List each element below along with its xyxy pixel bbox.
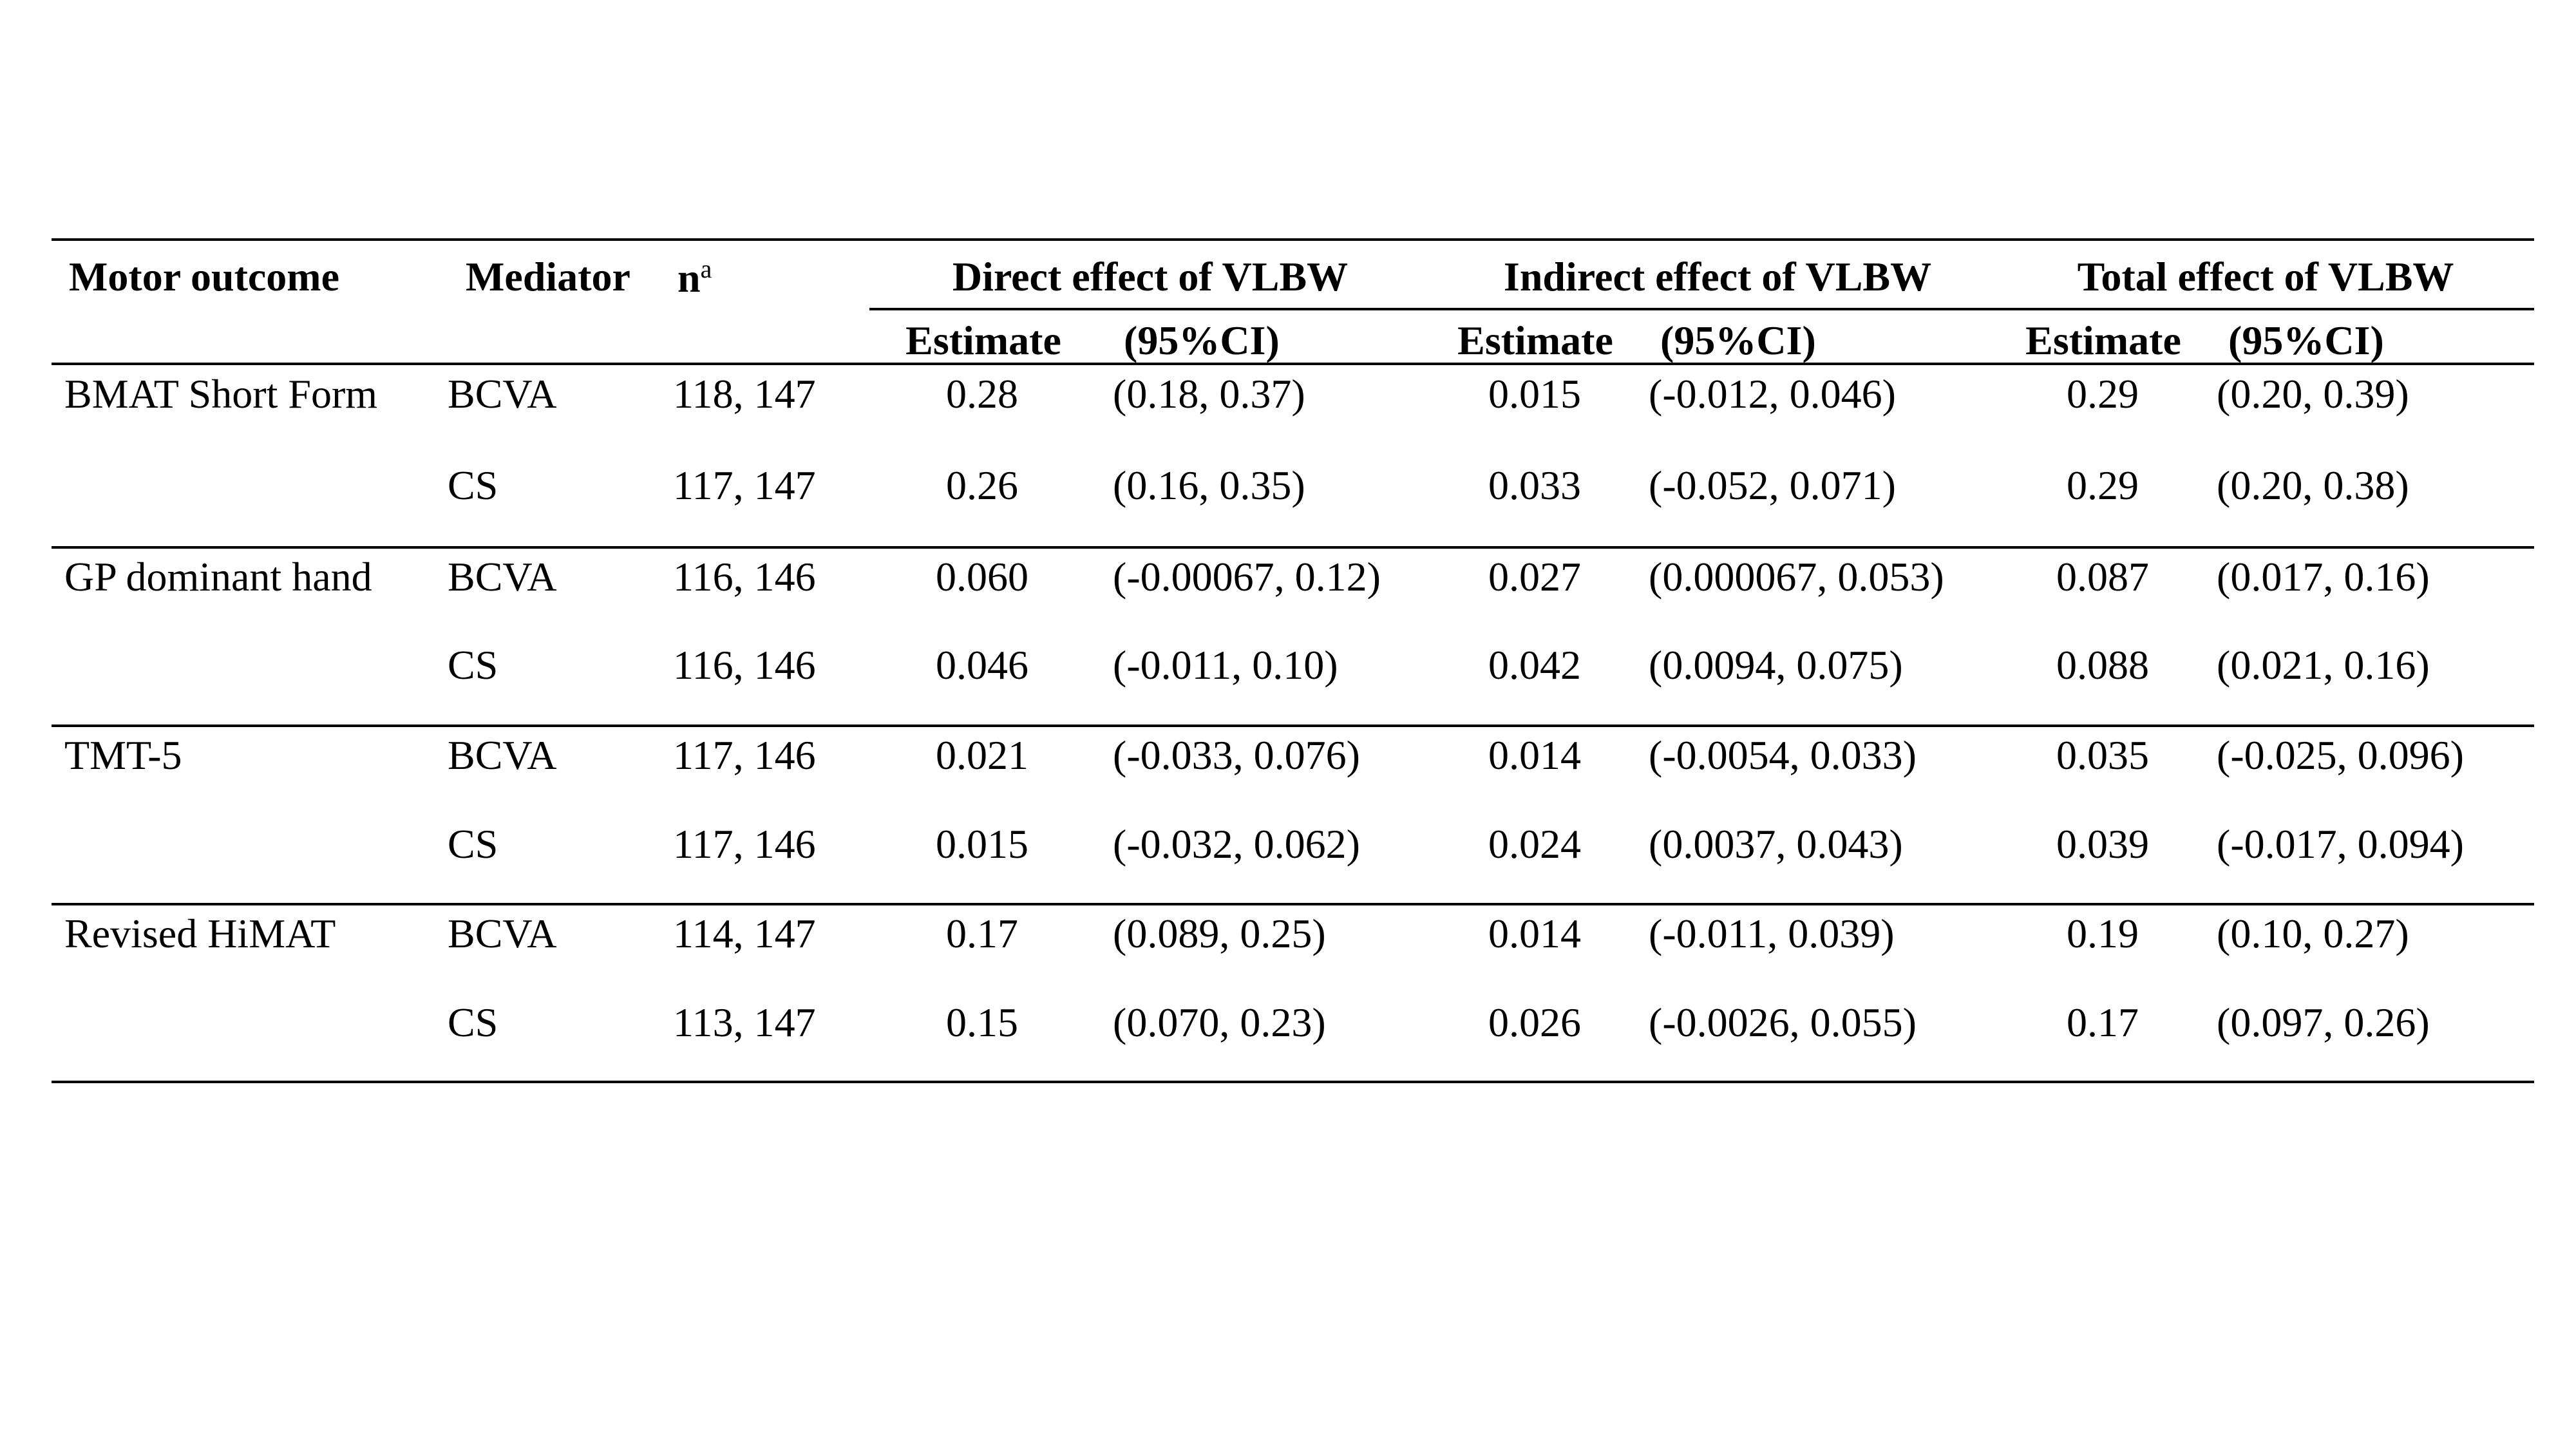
cell-mediator: CS <box>448 821 498 867</box>
cell-total-estimate: 0.039 <box>2056 821 2149 867</box>
cell-indirect-estimate: 0.014 <box>1488 911 1581 956</box>
cell-n: 118, 147 <box>673 371 816 417</box>
cell-direct-estimate: 0.021 <box>936 732 1028 778</box>
header-direct-effect: Direct effect of VLBW <box>952 254 1349 299</box>
group-divider <box>52 724 2534 727</box>
cell-mediator: BCVA <box>448 371 557 417</box>
cell-indirect-ci: (-0.0026, 0.055) <box>1649 999 1917 1045</box>
cell-direct-ci: (0.070, 0.23) <box>1113 999 1326 1045</box>
cell-total-estimate: 0.087 <box>2056 554 2149 600</box>
cell-n: 117, 147 <box>673 462 816 508</box>
cell-direct-ci: (0.089, 0.25) <box>1113 911 1326 956</box>
direct-effect-underline <box>869 308 2534 310</box>
group-divider <box>52 903 2534 905</box>
header-indirect-effect: Indirect effect of VLBW <box>1503 254 1932 299</box>
cell-outcome: TMT-5 <box>64 732 182 778</box>
header-indirect-ci: (95%CI) <box>1660 317 1816 363</box>
cell-outcome: Revised HiMAT <box>64 911 336 956</box>
cell-total-ci: (0.20, 0.38) <box>2217 462 2409 508</box>
cell-direct-estimate: 0.17 <box>946 911 1018 956</box>
cell-indirect-ci: (0.000067, 0.053) <box>1649 554 1944 600</box>
cell-indirect-ci: (-0.011, 0.039) <box>1649 911 1895 956</box>
header-total-ci: (95%CI) <box>2228 317 2384 363</box>
cell-total-estimate: 0.035 <box>2056 732 2149 778</box>
cell-total-estimate: 0.29 <box>2067 462 2139 508</box>
cell-direct-estimate: 0.28 <box>946 371 1018 417</box>
cell-indirect-estimate: 0.014 <box>1488 732 1581 778</box>
cell-total-ci: (0.097, 0.26) <box>2217 999 2430 1045</box>
cell-total-ci: (-0.025, 0.096) <box>2217 732 2464 778</box>
cell-n: 117, 146 <box>673 732 816 778</box>
cell-total-ci: (0.021, 0.16) <box>2217 642 2430 688</box>
header-bottom-rule <box>52 363 2534 365</box>
cell-direct-ci: (-0.032, 0.062) <box>1113 821 1360 867</box>
cell-total-estimate: 0.17 <box>2067 999 2139 1045</box>
group-divider <box>52 546 2534 549</box>
cell-indirect-estimate: 0.027 <box>1488 554 1581 600</box>
header-direct-ci: (95%CI) <box>1124 317 1280 363</box>
header-total-estimate: Estimate <box>2025 317 2181 363</box>
cell-direct-ci: (-0.011, 0.10) <box>1113 642 1338 688</box>
cell-total-ci: (0.20, 0.39) <box>2217 371 2409 417</box>
header-direct-estimate: Estimate <box>905 317 1061 363</box>
cell-direct-ci: (0.18, 0.37) <box>1113 371 1305 417</box>
cell-total-ci: (0.10, 0.27) <box>2217 911 2409 956</box>
cell-mediator: BCVA <box>448 911 557 956</box>
cell-indirect-estimate: 0.024 <box>1488 821 1581 867</box>
cell-indirect-estimate: 0.026 <box>1488 999 1581 1045</box>
header-n: na <box>677 254 712 301</box>
cell-n: 116, 146 <box>673 642 816 688</box>
cell-indirect-ci: (-0.052, 0.071) <box>1649 462 1896 508</box>
cell-n: 116, 146 <box>673 554 816 600</box>
cell-mediator: BCVA <box>448 732 557 778</box>
header-mediator: Mediator <box>466 254 630 299</box>
cell-mediator: CS <box>448 642 498 688</box>
header-motor-outcome: Motor outcome <box>69 254 339 299</box>
table-top-rule <box>52 238 2534 241</box>
cell-indirect-estimate: 0.015 <box>1488 371 1581 417</box>
cell-total-estimate: 0.088 <box>2056 642 2149 688</box>
table-bottom-rule <box>52 1081 2534 1083</box>
cell-total-ci: (-0.017, 0.094) <box>2217 821 2464 867</box>
cell-direct-estimate: 0.015 <box>936 821 1028 867</box>
cell-total-ci: (0.017, 0.16) <box>2217 554 2430 600</box>
cell-indirect-estimate: 0.042 <box>1488 642 1581 688</box>
cell-direct-estimate: 0.15 <box>946 999 1018 1045</box>
cell-direct-estimate: 0.060 <box>936 554 1028 600</box>
cell-mediator: CS <box>448 462 498 508</box>
cell-direct-estimate: 0.26 <box>946 462 1018 508</box>
cell-outcome: BMAT Short Form <box>64 371 378 417</box>
cell-mediator: CS <box>448 999 498 1045</box>
cell-direct-ci: (-0.033, 0.076) <box>1113 732 1360 778</box>
cell-direct-ci: (-0.00067, 0.12) <box>1113 554 1381 600</box>
cell-indirect-ci: (0.0037, 0.043) <box>1649 821 1903 867</box>
cell-indirect-ci: (0.0094, 0.075) <box>1649 642 1903 688</box>
cell-outcome: GP dominant hand <box>64 554 372 600</box>
header-indirect-estimate: Estimate <box>1457 317 1613 363</box>
cell-indirect-ci: (-0.012, 0.046) <box>1649 371 1896 417</box>
cell-n: 114, 147 <box>673 911 816 956</box>
header-total-effect: Total effect of VLBW <box>2077 254 2454 299</box>
cell-indirect-ci: (-0.0054, 0.033) <box>1649 732 1917 778</box>
cell-direct-estimate: 0.046 <box>936 642 1028 688</box>
cell-n: 117, 146 <box>673 821 816 867</box>
cell-mediator: BCVA <box>448 554 557 600</box>
cell-indirect-estimate: 0.033 <box>1488 462 1581 508</box>
cell-total-estimate: 0.29 <box>2067 371 2139 417</box>
cell-total-estimate: 0.19 <box>2067 911 2139 956</box>
cell-n: 113, 147 <box>673 999 816 1045</box>
cell-direct-ci: (0.16, 0.35) <box>1113 462 1305 508</box>
